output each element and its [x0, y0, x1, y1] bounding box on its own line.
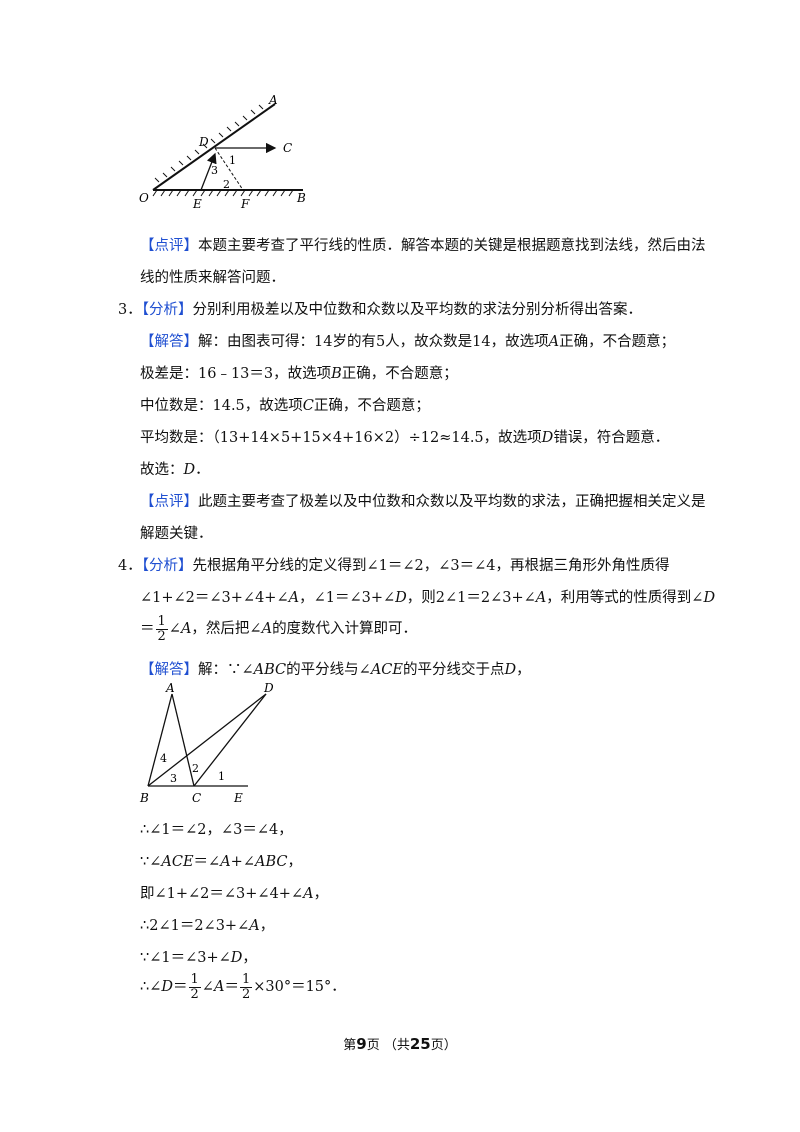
fig2-label-D: D	[263, 681, 274, 695]
figure-mirror-reflection: A D C O E F B 1 2 3	[139, 93, 306, 211]
q3-answer-line-1: 【解答】解：由图表可得：14岁的有5人，故众数是14，故选项A正确，不合题意；	[140, 334, 676, 350]
q3-answer-line-3: 中位数是：14.5，故选项C正确，不合题意；	[140, 398, 430, 414]
fig2-label-A: A	[165, 681, 175, 695]
q3-answer-line-4: 平均数是：（13+14×5+15×4+16×2）÷12≈14.5，故选项D错误，…	[140, 430, 670, 446]
q3-comment-line-2: 解题关键．	[140, 526, 213, 542]
fig1-angle-3: 3	[211, 164, 218, 177]
fig1-label-O: O	[139, 191, 149, 205]
page-footer: 第9页 （共25页）	[343, 1035, 457, 1053]
answer-tag: 【解答】	[140, 662, 198, 678]
q3-answer-line-2: 极差是：16﹣13＝3，故选项B正确，不合题意；	[140, 366, 458, 382]
question-number: 4．	[118, 558, 142, 574]
q3-analysis: 3．【分析】分别利用极差以及中位数和众数以及平均数的求法分别分析得出答案．	[118, 302, 642, 318]
fig1-label-D: D	[198, 135, 209, 149]
fig1-angle-1: 1	[229, 154, 236, 167]
fig1-label-C: C	[283, 141, 292, 155]
figure-triangle-bisectors: A D B C E 1 2 3 4	[139, 681, 274, 805]
question-number: 3．	[118, 302, 142, 318]
analysis-tag: 【分析】	[141, 302, 193, 318]
q4-step-3: 即∠1+∠2＝∠3+∠4+∠A，	[140, 886, 329, 902]
fig1-label-B: B	[296, 191, 306, 205]
q4-answer-intro: 【解答】解：∵∠ABC的平分线与∠ACE的平分线交于点D，	[140, 662, 531, 678]
fig1-label-E: E	[192, 197, 202, 211]
fig2-angle-1: 1	[218, 770, 225, 783]
q3-comment-line-1: 【点评】此题主要考查了极差以及中位数和众数以及平均数的求法，正确把握相关定义是	[140, 494, 706, 510]
answer-tag: 【解答】	[140, 334, 198, 350]
q4-step-2: ∵∠ACE＝∠A+∠ABC，	[140, 854, 302, 870]
q4-step-1: ∴∠1＝∠2，∠3＝∠4，	[140, 822, 293, 838]
page-number: 9	[356, 1035, 367, 1053]
fig2-angle-3: 3	[170, 772, 177, 785]
comment-tag: 【点评】	[140, 494, 198, 510]
comment-tag: 【点评】	[140, 238, 198, 254]
fig1-angle-2: 2	[223, 178, 230, 191]
q4-step-6: ∴∠D＝ 1 2 ∠A＝ 1 2 ×30°＝15°．	[140, 971, 346, 1002]
analysis-tag: 【分析】	[141, 558, 193, 574]
fig2-angle-2: 2	[192, 762, 199, 775]
fig1-label-F: F	[240, 197, 250, 211]
p2-comment-line-1: 【点评】本题主要考查了平行线的性质．解答本题的关键是根据题意找到法线，然后由法	[140, 238, 706, 254]
fig1-label-A: A	[268, 93, 278, 107]
q4-analysis-line-2: ∠1+∠2＝∠3+∠4+∠A，∠1＝∠3+∠D，则2∠1＝2∠3+∠A，利用等式…	[140, 590, 716, 606]
q4-step-5: ∵∠1＝∠3+∠D，	[140, 950, 257, 966]
fig2-label-C: C	[192, 791, 201, 805]
p2-comment-line-2: 线的性质来解答问题．	[140, 270, 285, 286]
fig2-label-B: B	[139, 791, 149, 805]
fig2-angle-4: 4	[160, 752, 167, 765]
q3-choice: 故选：D．	[140, 462, 210, 478]
total-pages: 25	[409, 1035, 431, 1053]
fig2-label-E: E	[233, 791, 243, 805]
q4-analysis-line-1: 4．【分析】先根据角平分线的定义得到∠1＝∠2，∠3＝∠4，再根据三角形外角性质…	[118, 558, 670, 574]
q4-step-4: ∴2∠1＝2∠3+∠A，	[140, 918, 275, 934]
q4-analysis-line-3: ＝ 1 2 ∠A，然后把∠A的度数代入计算即可．	[140, 613, 418, 644]
